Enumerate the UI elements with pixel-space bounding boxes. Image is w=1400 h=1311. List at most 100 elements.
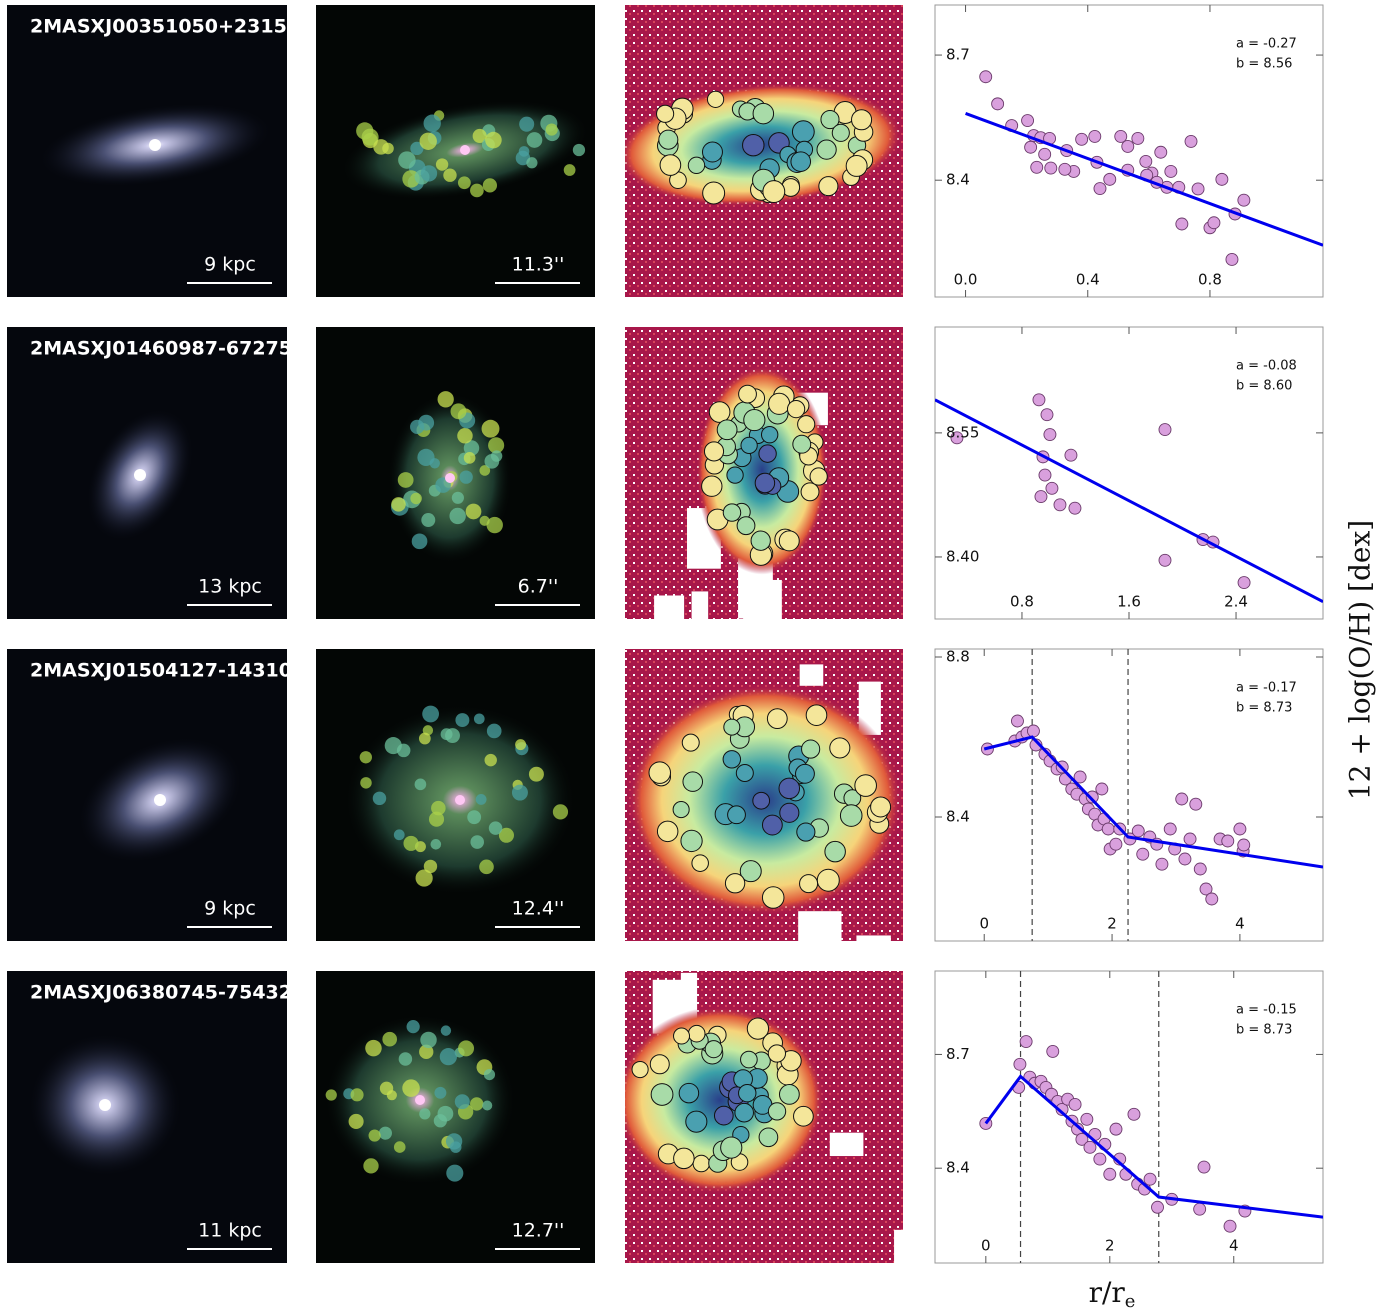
hii-region	[735, 763, 754, 783]
data-point	[1109, 837, 1123, 851]
fit-annotation: b = 8.60	[1236, 379, 1292, 394]
hii-region	[778, 777, 801, 800]
clump	[396, 743, 411, 758]
clump	[406, 1020, 420, 1034]
clump	[481, 419, 500, 438]
clump	[403, 835, 419, 851]
masked-area	[829, 1132, 864, 1157]
data-point	[1021, 114, 1035, 127]
hii-region	[672, 801, 690, 819]
hii-region	[743, 408, 766, 432]
image-panel	[625, 649, 903, 941]
data-point	[1068, 501, 1082, 515]
data-point	[1083, 1140, 1097, 1154]
hii-region	[790, 151, 812, 172]
hii-region	[746, 1017, 770, 1040]
clump	[365, 1039, 382, 1057]
hii-region	[673, 1147, 695, 1170]
hii-region	[740, 436, 758, 455]
clump	[467, 810, 482, 825]
clump	[479, 515, 490, 526]
hii-region	[673, 1027, 691, 1045]
clump	[420, 165, 438, 182]
hii-region	[752, 102, 775, 125]
y-tick-label: 8.4	[946, 171, 970, 189]
hii-region	[829, 737, 851, 759]
masked-area	[894, 1229, 903, 1263]
hii-region	[687, 156, 706, 175]
image-panel: 2MASXJ00351050+2315 9 kpc	[7, 5, 287, 297]
clump	[348, 1113, 364, 1129]
fit-line	[984, 1074, 1323, 1219]
fit-annotation: a = -0.27	[1236, 37, 1297, 52]
hii-region	[738, 1083, 757, 1103]
clump	[446, 1164, 464, 1182]
data-point	[1237, 193, 1251, 207]
clump	[519, 116, 535, 132]
clump	[439, 1048, 457, 1066]
data-point	[1189, 797, 1203, 811]
clump	[484, 753, 497, 767]
hii-region	[631, 1060, 649, 1079]
hii-region	[752, 791, 771, 810]
clump	[386, 1090, 397, 1101]
data-point	[1197, 1160, 1211, 1174]
scale-label: 6.7''	[518, 576, 559, 598]
clump	[419, 1108, 431, 1120]
y-tick-label: 8.40	[946, 547, 979, 565]
clump	[528, 766, 544, 782]
scale-label: 12.7''	[512, 1220, 565, 1242]
clump	[479, 465, 491, 476]
data-point	[1223, 1219, 1237, 1233]
hii-region	[768, 392, 791, 415]
clump	[486, 723, 502, 739]
clump	[451, 491, 464, 504]
fit-annotation: b = 8.73	[1236, 1023, 1292, 1038]
data-point	[1073, 770, 1087, 784]
clump	[463, 440, 480, 456]
hii-region	[870, 796, 892, 818]
clump	[368, 1129, 381, 1142]
clump	[423, 114, 441, 132]
clump	[414, 778, 427, 791]
data-point	[1131, 132, 1145, 145]
clump	[485, 131, 502, 149]
data-point	[1103, 172, 1117, 186]
masked-area	[798, 911, 842, 941]
clump	[435, 158, 449, 171]
masked-area	[799, 664, 824, 686]
hii-region	[734, 1102, 754, 1123]
clump	[430, 839, 442, 850]
clump	[470, 835, 485, 849]
clump	[422, 705, 439, 723]
scale-label: 13 kpc	[198, 576, 262, 598]
clump	[463, 452, 476, 464]
x-tick-label: 0.4	[1076, 271, 1100, 289]
masked-area	[743, 579, 782, 619]
clump	[526, 132, 543, 148]
hii-region	[761, 886, 785, 909]
fit-line	[983, 735, 1323, 869]
clump	[458, 1040, 475, 1057]
hii-region	[722, 750, 742, 769]
clump	[361, 128, 379, 146]
clump	[470, 1097, 484, 1111]
clump	[393, 829, 405, 841]
hii-region	[702, 181, 726, 205]
y-axis-label: 12 + log(O/H) [dex]	[1344, 520, 1377, 800]
scale-label: 11.3''	[512, 254, 565, 276]
hii-region	[797, 415, 816, 434]
data-point	[1013, 1057, 1027, 1071]
clump	[511, 784, 528, 801]
hii-region	[816, 868, 840, 892]
data-point	[1058, 162, 1072, 176]
data-point	[1093, 182, 1107, 195]
plot-area	[965, 70, 1323, 266]
plot-area	[935, 393, 1323, 603]
image-panel: 2MASXJ01460987-67275 13 kpc	[7, 327, 287, 619]
clump	[465, 503, 482, 520]
hii-region	[723, 718, 741, 736]
clump	[431, 800, 446, 816]
clump	[373, 139, 389, 155]
hii-region	[682, 771, 704, 792]
